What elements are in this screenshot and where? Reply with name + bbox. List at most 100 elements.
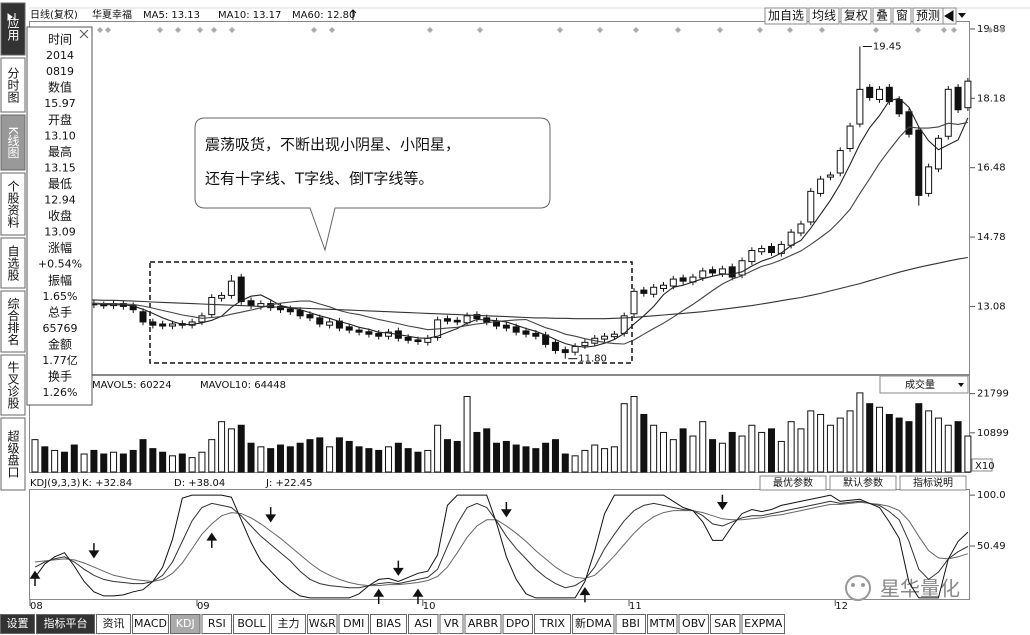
y-tick-label: 21799 xyxy=(977,389,1009,400)
event-marker[interactable] xyxy=(873,27,879,33)
volume-bar xyxy=(335,437,343,473)
volume-bar xyxy=(934,417,942,473)
bottom-tab-label: KDJ xyxy=(176,617,195,630)
bottom-tab[interactable] xyxy=(370,614,407,634)
candle-body xyxy=(453,319,461,323)
volume-bar xyxy=(110,451,118,473)
bottom-tab[interactable] xyxy=(678,614,709,634)
indicator-button[interactable] xyxy=(759,475,827,491)
volume-bar xyxy=(561,453,569,473)
indicator-button[interactable] xyxy=(899,475,967,491)
event-marker[interactable] xyxy=(915,27,921,33)
bottom-tab[interactable] xyxy=(96,614,131,634)
bottom-tab[interactable] xyxy=(408,614,439,634)
event-marker[interactable] xyxy=(477,27,483,33)
event-marker[interactable] xyxy=(557,27,563,33)
volume-bar xyxy=(227,428,235,473)
bottom-tab[interactable] xyxy=(201,614,232,634)
sidebar-tab[interactable] xyxy=(0,354,26,416)
volume-bar xyxy=(679,428,687,473)
event-marker[interactable] xyxy=(197,27,203,33)
event-marker[interactable] xyxy=(633,27,639,33)
candle-body xyxy=(502,324,510,329)
sidebar-tab[interactable] xyxy=(0,290,26,353)
sidebar-tab-label: 牛叉诊股 xyxy=(6,360,20,410)
candle-body xyxy=(365,331,373,335)
bottom-tab[interactable] xyxy=(439,614,464,634)
volume-bar xyxy=(718,442,726,473)
toolbar-button[interactable] xyxy=(872,7,892,25)
candle-body xyxy=(768,245,775,254)
indicator-line xyxy=(34,500,969,589)
event-marker[interactable] xyxy=(311,27,317,33)
sidebar-tab[interactable] xyxy=(0,172,26,236)
bottom-tab[interactable] xyxy=(502,614,533,634)
bottom-tab[interactable] xyxy=(338,614,369,634)
sidebar-tab[interactable] xyxy=(0,57,26,113)
info-value: +0.54% xyxy=(38,258,82,271)
event-marker[interactable] xyxy=(97,27,103,33)
event-marker[interactable] xyxy=(105,27,111,33)
bottom-tab[interactable] xyxy=(615,614,646,634)
sidebar-tab[interactable] xyxy=(0,114,26,171)
event-marker[interactable] xyxy=(427,27,433,33)
sidebar-tab[interactable] xyxy=(0,237,26,289)
event-marker[interactable] xyxy=(675,27,681,33)
indicator-button[interactable] xyxy=(829,475,897,491)
event-marker[interactable] xyxy=(329,27,335,33)
event-marker[interactable] xyxy=(999,27,1005,33)
event-marker[interactable] xyxy=(175,27,181,33)
bottom-tab[interactable] xyxy=(307,614,338,634)
volume-bar xyxy=(601,448,609,473)
toolbar-button[interactable] xyxy=(808,7,840,25)
event-marker[interactable] xyxy=(757,27,763,33)
bottom-tab[interactable] xyxy=(741,614,785,634)
event-marker[interactable] xyxy=(819,27,825,33)
candle-body xyxy=(306,314,314,319)
event-marker[interactable] xyxy=(157,27,163,33)
bottom-tab[interactable] xyxy=(0,614,35,634)
bottom-tab[interactable] xyxy=(534,614,571,634)
indicator-select[interactable] xyxy=(879,375,969,394)
bottom-tab[interactable] xyxy=(647,614,678,634)
volume-bar xyxy=(375,449,383,473)
bottom-tab[interactable] xyxy=(271,614,306,634)
info-label: 收盘 xyxy=(48,208,72,223)
bottom-tab[interactable] xyxy=(132,614,169,634)
event-marker[interactable] xyxy=(229,27,235,33)
event-marker[interactable] xyxy=(951,27,957,33)
info-value: 13.15 xyxy=(44,161,76,174)
buy-arrow xyxy=(29,570,41,586)
bottom-tab[interactable] xyxy=(710,614,741,634)
event-marker[interactable] xyxy=(787,27,793,33)
sidebar-tab[interactable] xyxy=(0,2,26,56)
sidebar-tab[interactable] xyxy=(0,417,26,491)
candle-body xyxy=(738,260,746,276)
info-value: 1.77亿 xyxy=(42,354,78,367)
toolbar-button-label: 加自选 xyxy=(768,9,804,23)
bottom-tab[interactable] xyxy=(464,614,502,634)
toolbar-button[interactable] xyxy=(892,7,912,25)
volume-bar xyxy=(414,451,422,473)
info-value: 12.94 xyxy=(44,194,76,207)
bottom-tab[interactable] xyxy=(170,614,201,634)
close-button[interactable] xyxy=(79,29,89,39)
info-value: 2014 xyxy=(46,49,74,62)
toolbar-button[interactable] xyxy=(764,7,808,25)
event-marker[interactable] xyxy=(211,27,217,33)
info-value: 1.26% xyxy=(43,386,78,399)
toolbar-button[interactable] xyxy=(912,7,944,25)
event-marker[interactable] xyxy=(941,27,947,33)
event-marker[interactable] xyxy=(597,27,603,33)
volume-legend: MAVOL5: 60224 xyxy=(92,380,172,391)
bottom-tab[interactable] xyxy=(36,614,95,634)
event-marker[interactable] xyxy=(987,27,993,33)
volume-bar xyxy=(267,448,275,473)
volume-bar xyxy=(532,448,540,473)
bottom-tab[interactable] xyxy=(572,614,615,634)
candle-body xyxy=(699,270,707,279)
toolbar-button[interactable] xyxy=(840,7,872,25)
x-tick-label: 12 xyxy=(835,601,848,612)
bottom-tab[interactable] xyxy=(233,614,270,634)
event-marker[interactable] xyxy=(717,27,723,33)
